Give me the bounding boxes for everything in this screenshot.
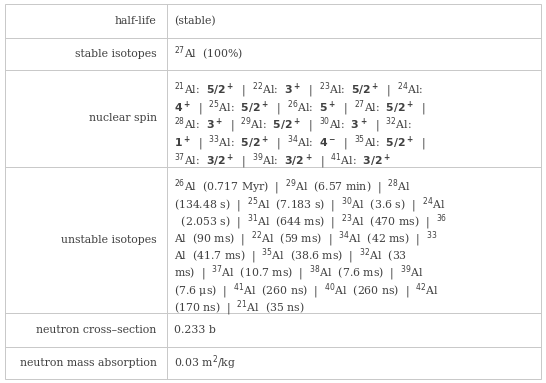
Text: stable isotopes: stable isotopes	[75, 49, 157, 59]
Text: $^{21}$Al:  $\mathbf{5/2^+}$  |  $^{22}$Al:  $\mathbf{3^+}$  |  $^{23}$Al:  $\ma: $^{21}$Al: $\mathbf{5/2^+}$ | $^{22}$Al:…	[174, 80, 424, 100]
Text: (170 ns)  |  $^{21}$Al  (35 ns): (170 ns) | $^{21}$Al (35 ns)	[174, 298, 305, 318]
Text: (7.6 μs)  |  $^{41}$Al  (260 ns)  |  $^{40}$Al  (260 ns)  |  $^{42}$Al: (7.6 μs) | $^{41}$Al (260 ns) | $^{40}$A…	[174, 281, 439, 301]
Text: 0.03 m$^2$/kg: 0.03 m$^2$/kg	[174, 354, 236, 372]
Text: 0.233 b: 0.233 b	[174, 325, 216, 335]
Text: (stable): (stable)	[174, 16, 216, 26]
Text: $^{27}$Al  (100%): $^{27}$Al (100%)	[174, 45, 243, 63]
Text: $^{37}$Al:  $\mathbf{3/2^+}$  |  $^{39}$Al:  $\mathbf{3/2^+}$  |  $^{41}$Al:  $\: $^{37}$Al: $\mathbf{3/2^+}$ | $^{39}$Al:…	[174, 151, 391, 171]
Text: nuclear spin: nuclear spin	[88, 113, 157, 123]
Text: half-life: half-life	[115, 16, 157, 26]
Text: (134.48 s)  |  $^{25}$Al  (7.183 s)  |  $^{30}$Al  (3.6 s)  |  $^{24}$Al: (134.48 s) | $^{25}$Al (7.183 s) | $^{30…	[174, 195, 446, 214]
Text: Al  (90 ms)  |  $^{22}$Al  (59 ms)  |  $^{34}$Al  (42 ms)  |  $^{33}$: Al (90 ms) | $^{22}$Al (59 ms) | $^{34}$…	[174, 229, 437, 249]
Text: neutron mass absorption: neutron mass absorption	[20, 358, 157, 368]
Text: (2.053 s)  |  $^{31}$Al  (644 ms)  |  $^{23}$Al  (470 ms)  |  $^{36}$: (2.053 s) | $^{31}$Al (644 ms) | $^{23}$…	[174, 212, 447, 232]
Text: $^{26}$Al  (0.717 Myr)  |  $^{29}$Al  (6.57 min)  |  $^{28}$Al: $^{26}$Al (0.717 Myr) | $^{29}$Al (6.57 …	[174, 178, 411, 197]
Text: $^{28}$Al:  $\mathbf{3^+}$  |  $^{29}$Al:  $\mathbf{5/2^+}$  |  $^{30}$Al:  $\ma: $^{28}$Al: $\mathbf{3^+}$ | $^{29}$Al: $…	[174, 116, 412, 136]
Text: $\mathbf{4^+}$  |  $^{25}$Al:  $\mathbf{5/2^+}$  |  $^{26}$Al:  $\mathbf{5^+}$  : $\mathbf{4^+}$ | $^{25}$Al: $\mathbf{5/2…	[174, 98, 426, 118]
Text: Al  (41.7 ms)  |  $^{35}$Al  (38.6 ms)  |  $^{32}$Al  (33: Al (41.7 ms) | $^{35}$Al (38.6 ms) | $^{…	[174, 247, 407, 266]
Text: ms)  |  $^{37}$Al  (10.7 ms)  |  $^{38}$Al  (7.6 ms)  |  $^{39}$Al: ms) | $^{37}$Al (10.7 ms) | $^{38}$Al (7…	[174, 264, 424, 283]
Text: unstable isotopes: unstable isotopes	[61, 235, 157, 245]
Text: $\mathbf{1^+}$  |  $^{33}$Al:  $\mathbf{5/2^+}$  |  $^{34}$Al:  $\mathbf{4^-}$  : $\mathbf{1^+}$ | $^{33}$Al: $\mathbf{5/2…	[174, 134, 426, 153]
Text: neutron cross–section: neutron cross–section	[37, 325, 157, 335]
